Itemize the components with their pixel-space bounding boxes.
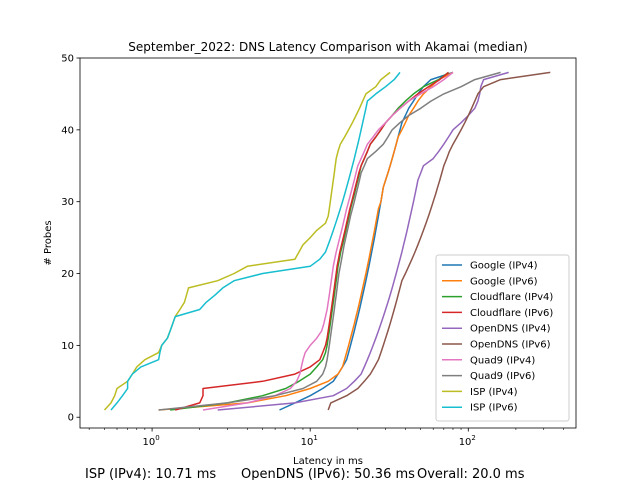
legend-label-cloudflare-ipv6: Cloudflare (IPv6)	[470, 308, 553, 319]
series-line-quad9-ipv4	[202, 71, 454, 411]
legend-label-cloudflare-ipv4: Cloudflare (IPv4)	[470, 292, 553, 303]
series-line-quad9-ipv6	[158, 71, 501, 411]
y-tick-label: 0	[68, 413, 74, 424]
y-tick-label: 20	[61, 269, 74, 280]
y-axis-label: # Probes	[43, 220, 54, 265]
series-line-google-ipv4	[279, 71, 454, 411]
legend-label-google-ipv6: Google (IPv6)	[470, 276, 538, 287]
y-tick-label: 50	[61, 54, 74, 65]
series-line-cloudflare-ipv6	[174, 71, 449, 411]
legend-label-isp-ipv4: ISP (IPv4)	[470, 387, 518, 398]
x-axis-label: Latency in ms	[293, 456, 363, 467]
footer-opendns-median: OpenDNS (IPv6): 50.36 ms	[241, 467, 415, 480]
legend-label-isp-ipv6: ISP (IPv6)	[470, 403, 518, 414]
series-line-google-ipv6	[158, 71, 454, 411]
x-tick-label: 102	[459, 434, 476, 448]
legend-label-quad9-ipv4: Quad9 (IPv4)	[470, 355, 535, 366]
chart-title: September_2022: DNS Latency Comparison w…	[128, 40, 527, 54]
series-line-isp-ipv6	[110, 71, 401, 411]
legend-label-opendns-ipv6: OpenDNS (IPv6)	[470, 340, 551, 351]
footer-isp-median: ISP (IPv4): 10.71 ms	[85, 467, 216, 480]
legend-label-opendns-ipv4: OpenDNS (IPv4)	[470, 324, 551, 335]
legend-label-quad9-ipv6: Quad9 (IPv6)	[470, 371, 535, 382]
footer-overall-median: Overall: 20.0 ms	[417, 467, 525, 480]
x-tick-label: 100	[142, 434, 159, 448]
x-tick-label: 101	[301, 434, 318, 448]
y-tick-label: 40	[61, 125, 74, 136]
legend-box	[435, 254, 570, 422]
axis-ticks: 0 10 20 30 40 50 100 101 102	[61, 54, 564, 448]
y-tick-label: 30	[61, 197, 74, 208]
series-line-opendns-ipv4	[217, 71, 509, 411]
legend-label-google-ipv4: Google (IPv4)	[470, 261, 538, 272]
legend: Google (IPv4) Google (IPv6) Cloudflare (IP…	[435, 254, 570, 422]
series-lines	[103, 71, 551, 411]
series-line-isp-ipv4	[103, 71, 391, 411]
y-tick-label: 10	[61, 341, 74, 352]
series-line-opendns-ipv6	[327, 71, 551, 411]
